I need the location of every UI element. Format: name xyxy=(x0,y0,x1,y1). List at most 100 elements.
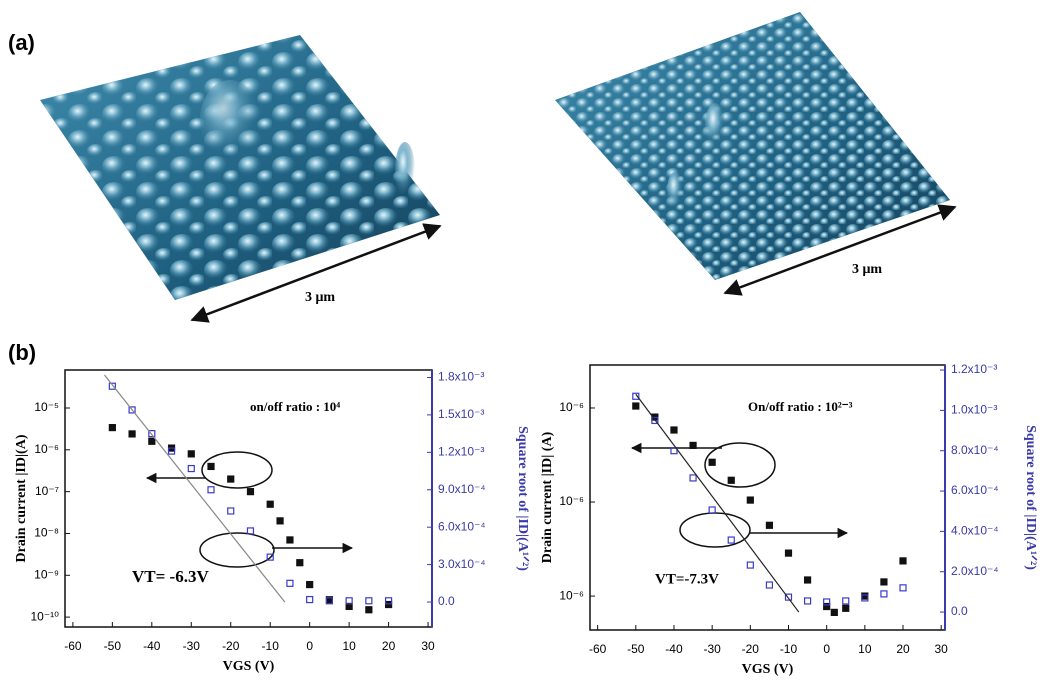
x-tick-label: -60 xyxy=(64,639,82,653)
data-point xyxy=(690,442,696,448)
y2-tick-label: 6.0x10⁻⁴ xyxy=(951,483,999,497)
data-point xyxy=(267,501,273,507)
y2-tick-label: 1.2x10⁻³ xyxy=(951,362,997,376)
data-point xyxy=(366,607,372,613)
data-point xyxy=(129,431,135,437)
data-point xyxy=(386,602,392,608)
x-tick-label: 20 xyxy=(896,642,910,656)
data-point xyxy=(228,476,234,482)
data-point xyxy=(831,609,837,615)
annotation: VT= -6.3V xyxy=(132,567,209,586)
data-point xyxy=(881,591,887,597)
data-point xyxy=(728,537,734,543)
panel-label: (b) xyxy=(8,340,36,365)
x-tick-label: -10 xyxy=(262,639,280,653)
y-axis-label: Drain current |ID|(A) xyxy=(14,434,29,562)
x-tick-label: -50 xyxy=(627,642,645,656)
x-tick-label: 10 xyxy=(342,639,356,653)
y2-tick-label: 0.0 xyxy=(951,604,968,618)
data-point xyxy=(900,558,906,564)
data-point xyxy=(766,522,772,528)
x-tick-label: 20 xyxy=(382,639,396,653)
data-point xyxy=(881,579,887,585)
y2-axis-label: Square root of |ID|(A¹ᐟ²) xyxy=(515,426,530,571)
data-point xyxy=(805,598,811,604)
x-tick-label: -60 xyxy=(589,642,607,656)
data-point xyxy=(633,403,639,409)
data-point xyxy=(843,598,849,604)
scale-label: 3 μm xyxy=(852,262,882,277)
y2-tick-label: 1.0x10⁻³ xyxy=(951,403,997,417)
data-point xyxy=(277,518,283,524)
x-tick-label: -10 xyxy=(780,642,798,656)
afm-image xyxy=(40,35,440,300)
x-tick-label: -20 xyxy=(222,639,240,653)
x-axis-label: VGS (V) xyxy=(223,659,275,674)
y2-tick-label: 1.8x10⁻³ xyxy=(438,370,484,384)
annotation: VT=-7.3V xyxy=(655,571,719,587)
x-tick-label: -30 xyxy=(703,642,721,656)
y-tick-label: 10⁻⁹ xyxy=(34,567,59,581)
plot-frame xyxy=(65,370,432,627)
annotation-shapes xyxy=(147,443,847,567)
data-point xyxy=(728,477,734,483)
data-point xyxy=(287,537,293,543)
data-point xyxy=(297,560,303,566)
x-tick-label: 30 xyxy=(421,639,435,653)
x-tick-label: 30 xyxy=(935,642,949,656)
data-point xyxy=(247,489,253,495)
data-point xyxy=(287,580,293,586)
data-point xyxy=(109,425,115,431)
y2-tick-label: 1.5x10⁻³ xyxy=(438,407,484,421)
x-tick-label: 0 xyxy=(306,639,313,653)
x-axis-label: VGS (V) xyxy=(742,662,794,677)
x-tick-label: -40 xyxy=(143,639,161,653)
y-axis-label: Drain current |ID| (A) xyxy=(540,431,555,563)
y2-tick-label: 2.0x10⁻⁴ xyxy=(951,564,999,578)
y-tick-label: 10⁻⁶ xyxy=(34,442,59,456)
data-point xyxy=(307,582,313,588)
data-point xyxy=(709,507,715,513)
y2-tick-label: 0.0 xyxy=(438,594,455,608)
x-tick-label: -50 xyxy=(104,639,122,653)
data-point xyxy=(366,598,372,604)
y2-tick-label: 4.0x10⁻⁴ xyxy=(951,524,999,538)
data-point xyxy=(188,451,194,457)
data-point xyxy=(766,582,772,588)
y2-axis-label: Square root of |ID|(A¹ᐟ²) xyxy=(1023,425,1038,570)
data-point xyxy=(709,459,715,465)
data-point xyxy=(690,475,696,481)
data-point xyxy=(228,508,234,514)
scale-label: 3 μm xyxy=(305,290,335,305)
y-tick-label: 10⁻¹⁰ xyxy=(31,609,60,623)
panel-label: (a) xyxy=(8,30,35,55)
y2-tick-label: 6.0x10⁻⁴ xyxy=(438,519,486,533)
y2-tick-label: 1.2x10⁻³ xyxy=(438,445,484,459)
data-point xyxy=(805,577,811,583)
y-tick-label: 10⁻⁵ xyxy=(34,400,59,414)
afm-image xyxy=(555,12,950,280)
y2-tick-label: 3.0x10⁻⁴ xyxy=(438,557,486,571)
y-tick-label: 10⁻⁶ xyxy=(559,494,584,508)
x-tick-label: -20 xyxy=(742,642,760,656)
data-point xyxy=(208,487,214,493)
y-tick-label: 10⁻⁸ xyxy=(34,526,59,540)
y-tick-label: 10⁻⁷ xyxy=(35,484,59,498)
figure: (a) (b) 3 μm 3 μm -60 -50 -40 -30 -20 -10 0 10 2… xyxy=(0,0,1046,681)
y2-tick-label: 8.0x10⁻⁴ xyxy=(951,443,999,457)
data-point xyxy=(307,597,313,603)
x-tick-label: 10 xyxy=(858,642,872,656)
data-point xyxy=(900,585,906,591)
data-point xyxy=(785,550,791,556)
data-point xyxy=(747,497,753,503)
y-tick-label: 10⁻⁶ xyxy=(559,588,584,602)
y2-tick-label: 9.0x10⁻⁴ xyxy=(438,482,486,496)
data-point xyxy=(843,605,849,611)
data-point xyxy=(208,463,214,469)
data-point xyxy=(188,466,194,472)
x-tick-label: 0 xyxy=(823,642,830,656)
data-point xyxy=(747,562,753,568)
annotation: On/off ratio : 10²⁻³ xyxy=(748,399,853,414)
y-tick-label: 10⁻⁶ xyxy=(559,400,584,414)
data-point xyxy=(671,427,677,433)
